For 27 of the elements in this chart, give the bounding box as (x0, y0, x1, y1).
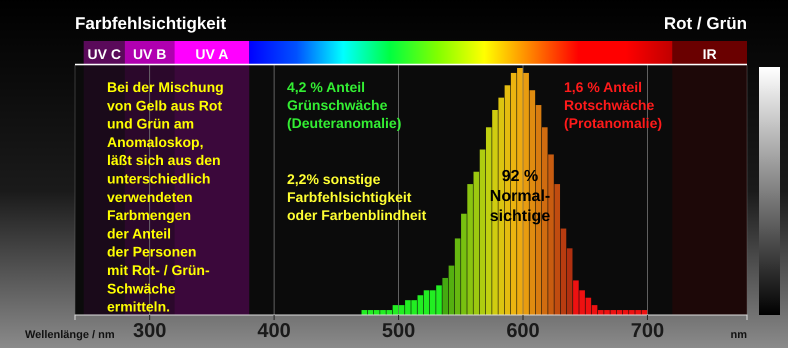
text: nm (730, 329, 748, 341)
annotation: 4,2 % Anteil Grünschwäche (Deuteranomalie) (287, 79, 402, 131)
bar (442, 278, 448, 315)
chart-title: Farbfehlsichtigkeit (75, 14, 226, 33)
x-tick-label: 700 (630, 320, 664, 342)
bar (448, 266, 454, 315)
x-tick-label: 300 (132, 320, 166, 342)
annotation: 2,2% sonstige Farbfehlsichtigkeit oder Farbenblindheit (287, 171, 427, 223)
bar (480, 150, 486, 315)
band-label: IR (702, 46, 717, 62)
x-tick-label: 500 (382, 320, 416, 342)
chart-subtitle: Rot / Grün (664, 14, 747, 33)
bar (454, 238, 460, 315)
x-axis-title: Wellenlänge / nm (25, 329, 115, 341)
band-label: UV B (132, 46, 166, 62)
text: Bei der Mischung von Gelb aus Rot und Grün am Anomaloskop, läßt sich aus den unterschiedlich verwendeten Farbmengen der Anteil der Personen mit Rot- / Grün- Schwäche ermitteln. (107, 79, 224, 315)
bar (461, 214, 467, 315)
annotation: 1,6 % Anteil Rotschwäche (Protanomalie) (564, 79, 662, 131)
bar (474, 172, 480, 315)
bar (467, 184, 473, 315)
x-tick-label: 400 (257, 320, 291, 342)
bar (486, 127, 492, 315)
band-label: UV C (88, 46, 121, 62)
band-label: UV A (195, 46, 228, 62)
x-tick-label: 600 (506, 320, 540, 342)
bar (548, 154, 554, 315)
bar (554, 184, 560, 315)
